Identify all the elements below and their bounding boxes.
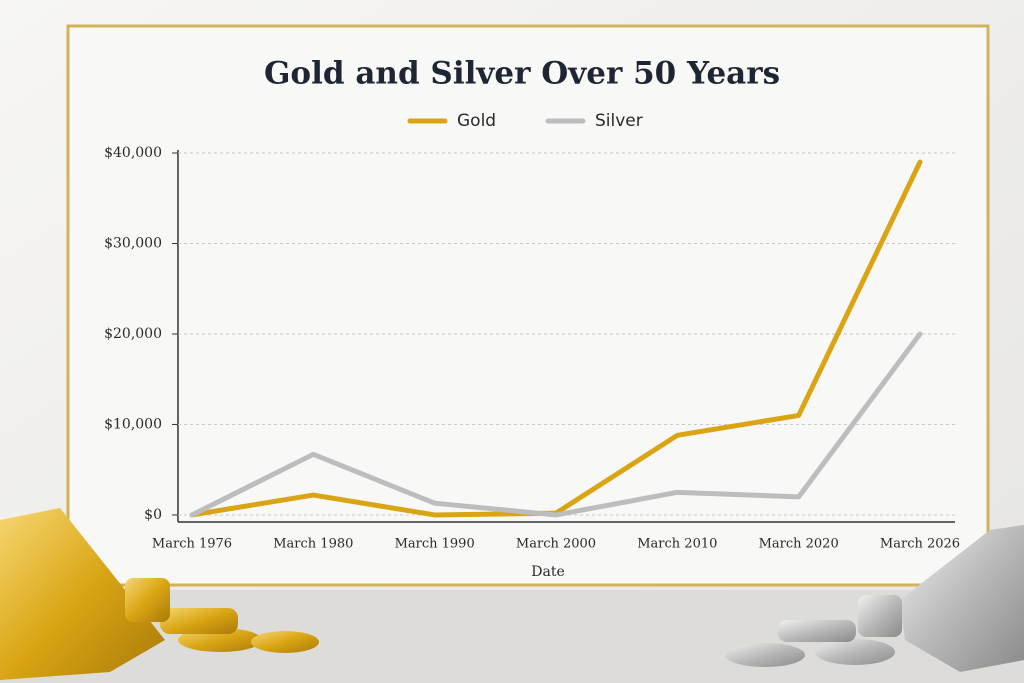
x-tick-label: March 2026	[880, 537, 960, 552]
y-tick-label: $40,000	[104, 145, 162, 161]
x-tick-label: March 1976	[152, 537, 232, 552]
x-tick-label: March 2010	[637, 537, 717, 552]
x-tick-label: March 2000	[516, 537, 596, 552]
chart-title: Gold and Silver Over 50 Years	[264, 56, 780, 92]
silver-decor	[725, 525, 1024, 672]
series-line	[189, 331, 923, 518]
legend-label: Silver	[595, 111, 643, 131]
legend-label: Gold	[457, 111, 496, 131]
y-tick-label: $0	[144, 507, 162, 523]
x-axis-label: Date	[531, 564, 564, 580]
x-tick-label: March 2020	[759, 537, 839, 552]
x-tick-label: March 1980	[273, 537, 353, 552]
y-tick-label: $10,000	[104, 416, 162, 432]
y-tick-label: $20,000	[104, 326, 162, 342]
board	[66, 24, 990, 587]
x-tick-label: March 1990	[395, 537, 475, 552]
gold-decor	[0, 508, 319, 680]
y-tick-label: $30,000	[104, 235, 162, 251]
